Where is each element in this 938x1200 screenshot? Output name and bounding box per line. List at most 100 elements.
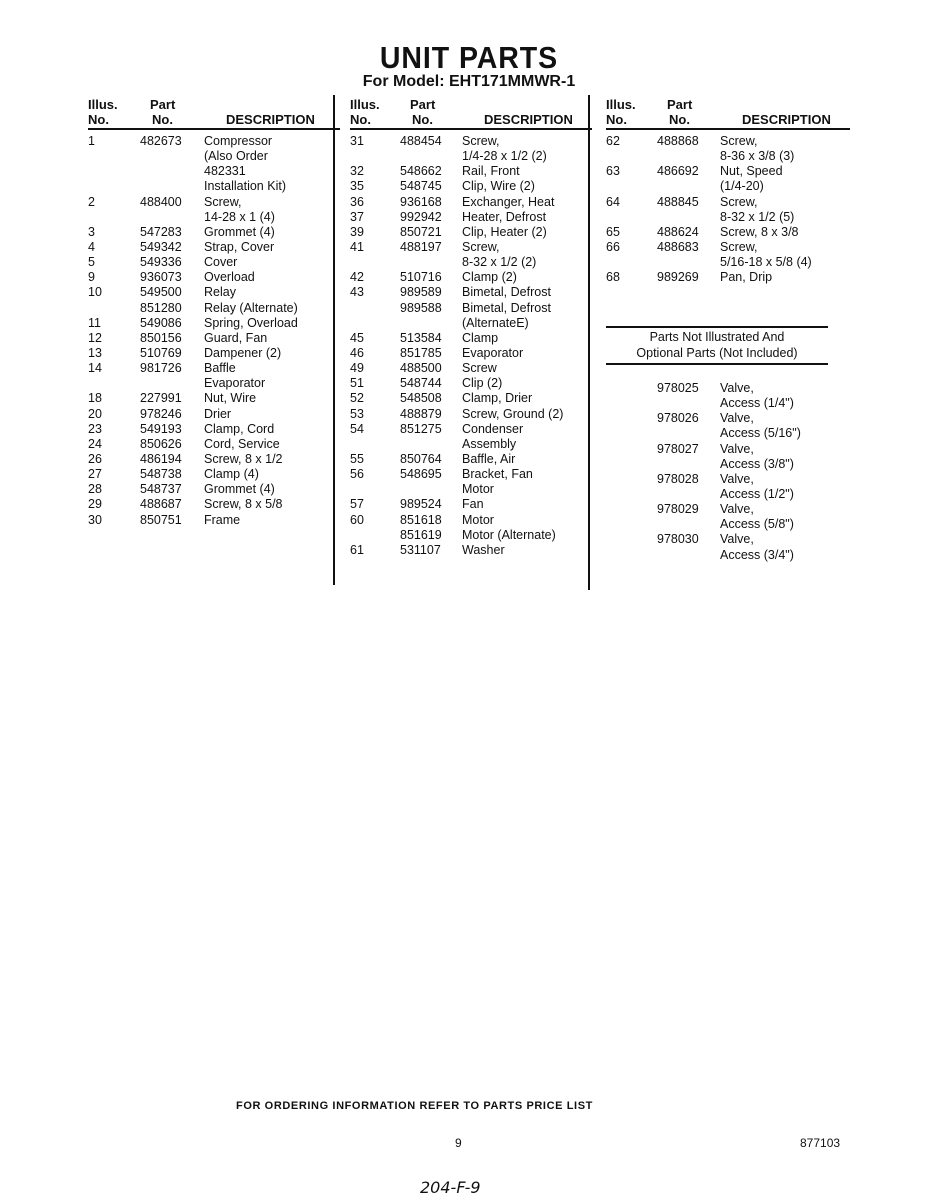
column-header: Illus. No. Part No. DESCRIPTION	[88, 97, 340, 130]
illus-number: 63	[606, 164, 620, 179]
table-row: 23 549193 Clamp, Cord	[88, 422, 326, 437]
table-row: 851280 Relay (Alternate)	[88, 301, 326, 316]
illus-number: 13	[88, 345, 102, 360]
illus-number: 10	[88, 285, 102, 300]
part-number: 549342	[140, 239, 182, 254]
illus-number: 66	[606, 239, 620, 254]
part-number: 482673	[140, 134, 182, 148]
illus-number: 35	[350, 179, 364, 194]
table-row: 51 548744 Clip (2)	[350, 376, 584, 391]
handwritten-note: 204-F-9	[420, 1178, 481, 1197]
illus-number: 45	[350, 330, 364, 345]
part-number: 548508	[400, 391, 442, 406]
column-divider	[333, 95, 335, 585]
description-line: Valve,	[720, 411, 754, 426]
description-line: Clamp, Cord	[204, 421, 275, 436]
part-number: 510769	[140, 345, 182, 360]
table-row: 57 989524 Fan	[350, 497, 584, 512]
description-line: Installation Kit)	[204, 179, 286, 194]
table-row: 851619 Motor (Alternate)	[350, 528, 584, 543]
description-line: (1/4-20)	[720, 179, 764, 194]
description-line: Screw,	[720, 194, 758, 209]
part-number: 981726	[140, 361, 182, 376]
description-line: Clip, Wire (2)	[462, 179, 535, 194]
illus-number: 64	[606, 194, 620, 209]
illus-number: 57	[350, 497, 364, 512]
description-line: Guard, Fan	[204, 330, 268, 345]
part-number: 488687	[140, 497, 182, 512]
illus-header: No.	[606, 112, 627, 127]
table-row: 978028 Valve, Access (1/2")	[606, 472, 842, 502]
section-rule	[606, 326, 828, 328]
part-number: 488500	[400, 361, 442, 376]
description-line: Strap, Cover	[204, 239, 275, 254]
description-line: Access (3/8")	[720, 456, 794, 471]
illus-number: 30	[88, 512, 102, 527]
description-line: Valve,	[720, 471, 754, 486]
illus-number: 31	[350, 134, 364, 148]
illus-number: 2	[88, 194, 95, 209]
description-line: Evaporator	[204, 376, 266, 391]
illus-number: 54	[350, 421, 364, 436]
table-row: 55 850764 Baffle, Air	[350, 452, 584, 467]
table-row: 37 992942 Heater, Defrost	[350, 210, 584, 225]
table-row: 54 851275 Condenser Assembly	[350, 422, 584, 452]
part-number: 978030	[657, 532, 699, 547]
description-line: Motor (Alternate)	[462, 527, 556, 542]
illus-number: 52	[350, 391, 364, 406]
description-line: Screw,	[462, 239, 500, 254]
table-row: 42 510716 Clamp (2)	[350, 270, 584, 285]
description-line: Baffle, Air	[462, 451, 516, 466]
part-header: Part	[667, 97, 693, 112]
part-number: 548695	[400, 467, 442, 482]
part-number: 548745	[400, 179, 442, 194]
description-line: Screw, Ground (2)	[462, 406, 564, 421]
description-line: Spring, Overload	[204, 315, 298, 330]
description-line: Clip, Heater (2)	[462, 224, 547, 239]
description-line: Grommet (4)	[204, 224, 275, 239]
description-line: Frame	[204, 512, 241, 527]
table-row: 61 531107 Washer	[350, 543, 584, 558]
illus-number: 68	[606, 270, 620, 285]
description-header: DESCRIPTION	[742, 112, 831, 127]
table-row: 26 486194 Screw, 8 x 1/2	[88, 452, 326, 467]
part-number: 486692	[657, 164, 699, 179]
table-row: 9 936073 Overload	[88, 270, 326, 285]
part-number: 488197	[400, 239, 442, 254]
table-row: 13 510769 Dampener (2)	[88, 346, 326, 361]
table-row: 18 227991 Nut, Wire	[88, 391, 326, 406]
illus-number: 11	[88, 315, 101, 330]
table-row: 12 850156 Guard, Fan	[88, 331, 326, 346]
description-line: Screw,	[462, 134, 500, 148]
table-row: 5 549336 Cover	[88, 255, 326, 270]
description-line: Grommet (4)	[204, 482, 275, 497]
part-number: 547283	[140, 224, 182, 239]
part-number: 488624	[657, 224, 699, 239]
description-line: 8-32 x 1/2 (5)	[720, 209, 795, 224]
illus-header: Illus.	[88, 97, 118, 112]
illus-number: 49	[350, 361, 364, 376]
illus-number: 26	[88, 451, 102, 466]
table-row: 24 850626 Cord, Service	[88, 437, 326, 452]
description-line: Rail, Front	[462, 164, 520, 179]
table-row: 35 548745 Clip, Wire (2)	[350, 179, 584, 194]
part-header: No.	[152, 112, 173, 127]
section-rule	[606, 363, 828, 365]
part-number: 510716	[400, 270, 442, 285]
table-row: 27 548738 Clamp (4)	[88, 467, 326, 482]
description-line: Valve,	[720, 532, 754, 547]
illus-number: 62	[606, 134, 620, 148]
part-number: 978246	[140, 406, 182, 421]
ordering-note: FOR ORDERING INFORMATION REFER TO PARTS …	[236, 1100, 593, 1112]
table-row: 39 850721 Clip, Heater (2)	[350, 225, 584, 240]
part-number: 978028	[657, 471, 699, 486]
table-row: 49 488500 Screw	[350, 361, 584, 376]
parts-column-2: Illus. No. Part No. DESCRIPTION 31 488454 Screw…	[350, 97, 592, 558]
not-illustrated-heading: Parts Not Illustrated And Optional Parts…	[606, 329, 828, 361]
illus-header: No.	[350, 112, 371, 127]
table-row: 29 488687 Screw, 8 x 5/8	[88, 497, 326, 512]
heading-line: Optional Parts (Not Included)	[636, 346, 798, 360]
illus-number: 14	[88, 361, 102, 376]
document-number: 877103	[800, 1136, 841, 1150]
description-line: Bracket, Fan	[462, 467, 533, 482]
